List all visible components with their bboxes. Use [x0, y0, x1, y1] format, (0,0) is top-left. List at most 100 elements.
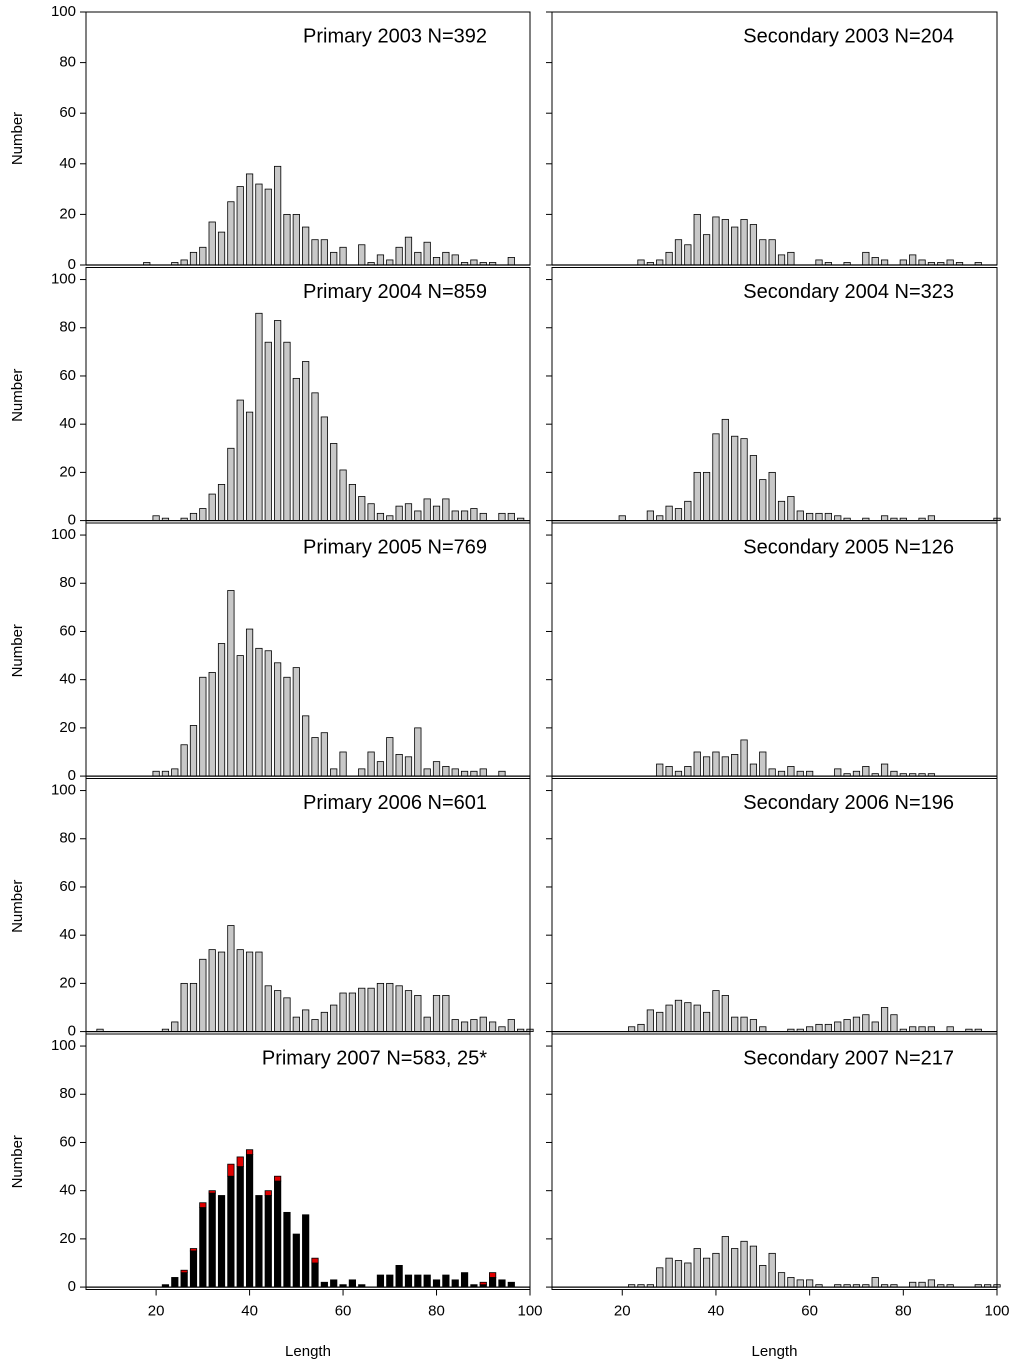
bar [386, 515, 394, 521]
bar [264, 341, 272, 521]
bar [302, 361, 310, 521]
bar [451, 1019, 459, 1032]
bar [376, 761, 385, 777]
bar [759, 1264, 767, 1288]
bar [862, 1014, 870, 1032]
y-tick-label: 80 [59, 54, 76, 71]
bar [834, 515, 842, 521]
bar [432, 995, 441, 1032]
bar [199, 958, 207, 1032]
bar [637, 1023, 645, 1032]
bar [189, 1250, 198, 1288]
bar [264, 188, 272, 266]
bar [460, 770, 469, 777]
bar [199, 246, 207, 266]
bar [702, 234, 711, 266]
bar [217, 1195, 226, 1288]
bar [702, 1011, 711, 1032]
bar [283, 213, 291, 266]
bar [217, 484, 226, 521]
bar [479, 1016, 487, 1032]
bar [749, 763, 758, 777]
bar [264, 1195, 272, 1288]
bar [768, 768, 776, 777]
bar [189, 725, 198, 777]
bar [890, 1014, 898, 1032]
bar [199, 1202, 207, 1208]
bar [302, 226, 310, 266]
y-tick-label: 20 [59, 463, 76, 480]
bar [152, 515, 160, 521]
bar [227, 1175, 235, 1288]
bar [339, 246, 347, 266]
bar [656, 763, 664, 777]
bar [255, 183, 263, 266]
bar [292, 1016, 300, 1032]
bar [432, 505, 441, 521]
panel-title: Secondary 2005 N=126 [743, 536, 954, 558]
bar [498, 770, 506, 777]
bar [292, 213, 300, 266]
bar [665, 505, 673, 521]
bar [358, 768, 366, 777]
bar [852, 770, 861, 777]
bar [721, 995, 729, 1032]
bar [731, 1248, 739, 1288]
panel-title: Primary 2007 N=583, 25* [262, 1047, 487, 1069]
y-tick-label: 100 [51, 1037, 76, 1054]
bar [749, 224, 758, 266]
bar [171, 768, 179, 777]
x-axis-label: Length [285, 1343, 331, 1360]
bar [274, 165, 282, 266]
bar [768, 1252, 776, 1288]
bar [236, 655, 244, 777]
bar [768, 471, 776, 521]
bar [283, 1211, 291, 1288]
bar [414, 251, 422, 266]
plot-frame [551, 1033, 998, 1290]
bar [152, 770, 160, 777]
x-tick-label: 60 [801, 1302, 818, 1319]
bar [451, 768, 459, 777]
bar [208, 672, 216, 777]
bar [796, 1279, 804, 1288]
y-tick-label: 20 [59, 1230, 76, 1247]
bar [236, 186, 244, 266]
bar [684, 244, 692, 266]
bar [311, 1262, 319, 1288]
bar [330, 251, 338, 266]
bar [702, 756, 711, 777]
bar [302, 1214, 310, 1288]
bar [283, 997, 291, 1032]
bar [665, 1004, 673, 1032]
bar [171, 1021, 179, 1032]
bar [180, 1272, 188, 1288]
bar [489, 1021, 497, 1032]
y-tick-label: 100 [51, 526, 76, 543]
x-tick-label: 20 [614, 1302, 631, 1319]
bar [824, 512, 832, 521]
x-tick-label: 80 [428, 1302, 445, 1319]
bar [171, 1277, 179, 1288]
bar [274, 990, 282, 1032]
bar [731, 753, 739, 777]
bar [414, 510, 422, 521]
bar [759, 239, 767, 266]
y-tick-label: 80 [59, 1085, 76, 1102]
bar [712, 1252, 720, 1288]
x-axis-label: Length [752, 1343, 798, 1360]
y-tick-label: 80 [59, 830, 76, 847]
bar [189, 251, 198, 266]
bar [740, 739, 748, 777]
bar [255, 951, 263, 1032]
bar [451, 254, 459, 266]
bar [432, 1279, 441, 1288]
bar [432, 761, 441, 777]
bar [367, 751, 375, 777]
y-tick-label: 80 [59, 319, 76, 336]
bar [806, 770, 814, 777]
bar [787, 496, 795, 521]
y-axis-label: Number [9, 1135, 26, 1188]
bar [442, 251, 450, 266]
bar [507, 1019, 515, 1032]
